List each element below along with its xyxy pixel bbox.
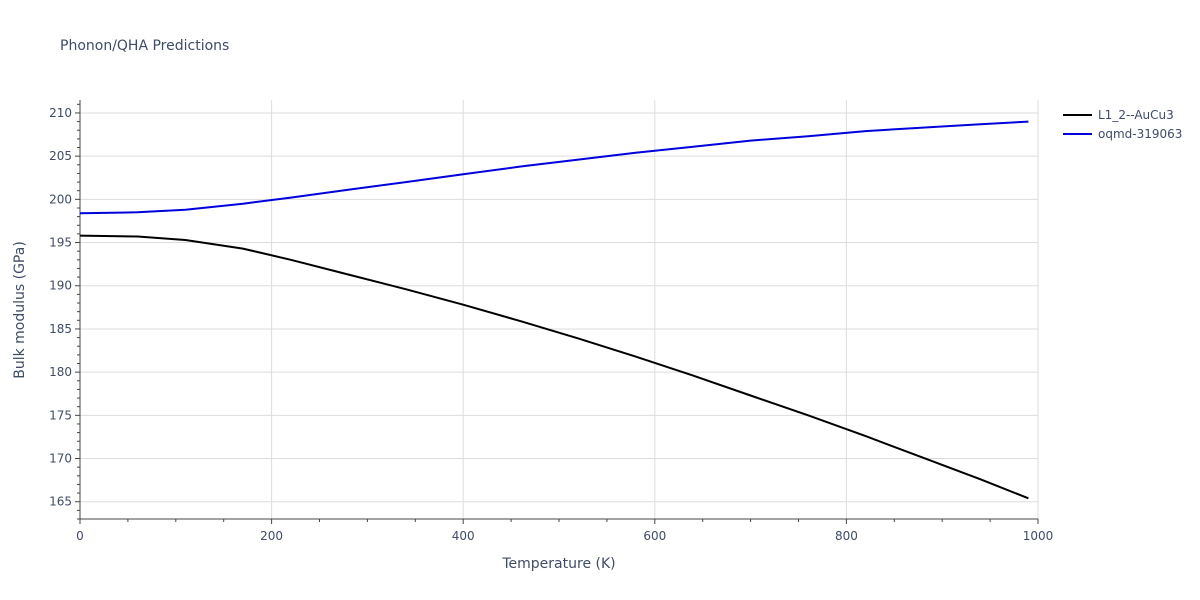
x-axis-label: Temperature (K) <box>501 556 615 572</box>
y-tick-label: 170 <box>49 452 72 466</box>
x-tick-label: 200 <box>260 529 283 543</box>
y-tick-label: 185 <box>49 322 72 336</box>
y-tick-label: 210 <box>49 106 72 120</box>
y-tick-label: 190 <box>49 279 72 293</box>
x-tick-label: 800 <box>835 529 858 543</box>
legend-item-1[interactable]: oqmd-319063 <box>1063 127 1182 141</box>
x-tick-label: 400 <box>452 529 475 543</box>
legend-label: L1_2--AuCu3 <box>1098 108 1174 122</box>
series-line-0 <box>79 234 1029 500</box>
y-axis-label: Bulk modulus (GPa) <box>12 241 28 379</box>
x-tick-label: 1000 <box>1023 529 1054 543</box>
series-layer <box>79 120 1029 500</box>
chart-title: Phonon/QHA Predictions <box>60 38 229 54</box>
y-tick-label: 180 <box>49 365 72 379</box>
y-tick-label: 200 <box>49 192 72 206</box>
y-tick-label: 205 <box>49 149 72 163</box>
legend-item-0[interactable]: L1_2--AuCu3 <box>1063 108 1174 122</box>
legend-label: oqmd-319063 <box>1098 127 1182 141</box>
y-tick-label: 175 <box>49 408 72 422</box>
series-line-1 <box>79 120 1029 215</box>
y-tick-label: 165 <box>49 495 72 509</box>
legend[interactable]: L1_2--AuCu3 oqmd-319063 <box>1063 108 1182 141</box>
x-tick-label: 0 <box>76 529 84 543</box>
axes: 165 170 175 180 185 190 195 200 205 210 0 200 400 600… <box>49 100 1053 543</box>
grid <box>80 100 1039 519</box>
y-tick-label: 195 <box>49 236 72 250</box>
x-tick-label: 600 <box>643 529 666 543</box>
